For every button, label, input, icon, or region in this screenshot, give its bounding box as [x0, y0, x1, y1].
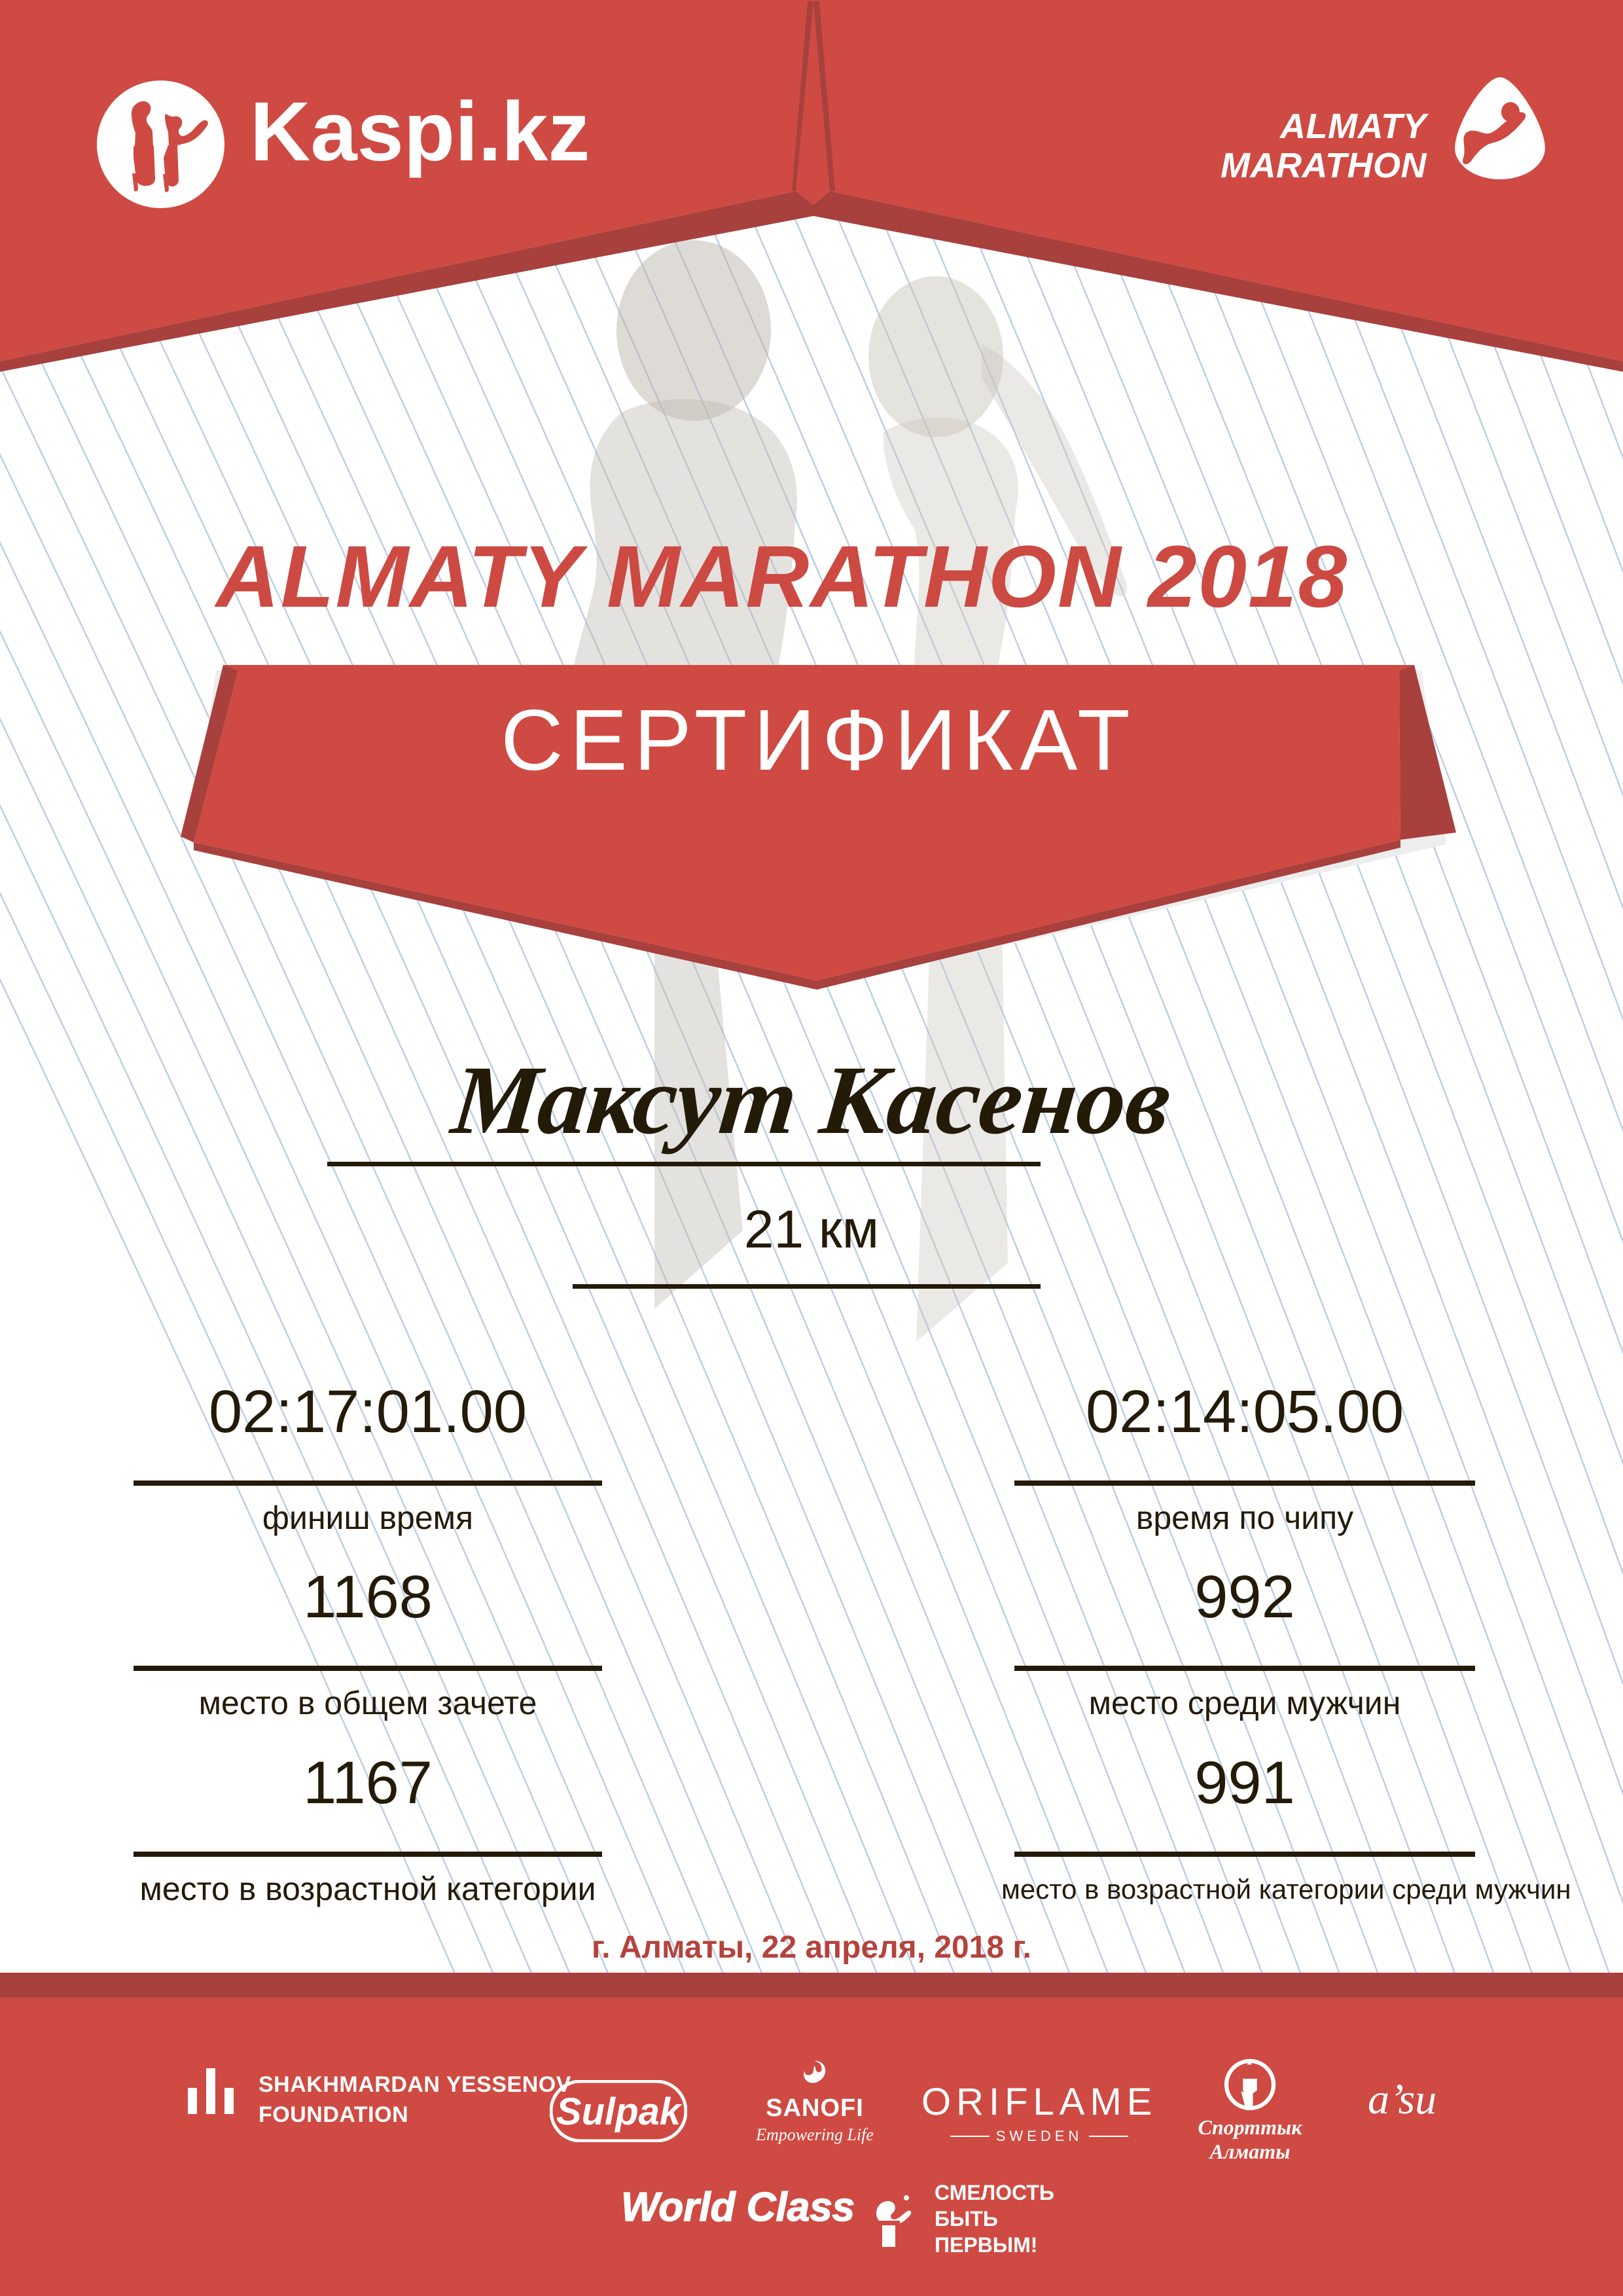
svg-text:Sulpak: Sulpak	[556, 2090, 683, 2133]
